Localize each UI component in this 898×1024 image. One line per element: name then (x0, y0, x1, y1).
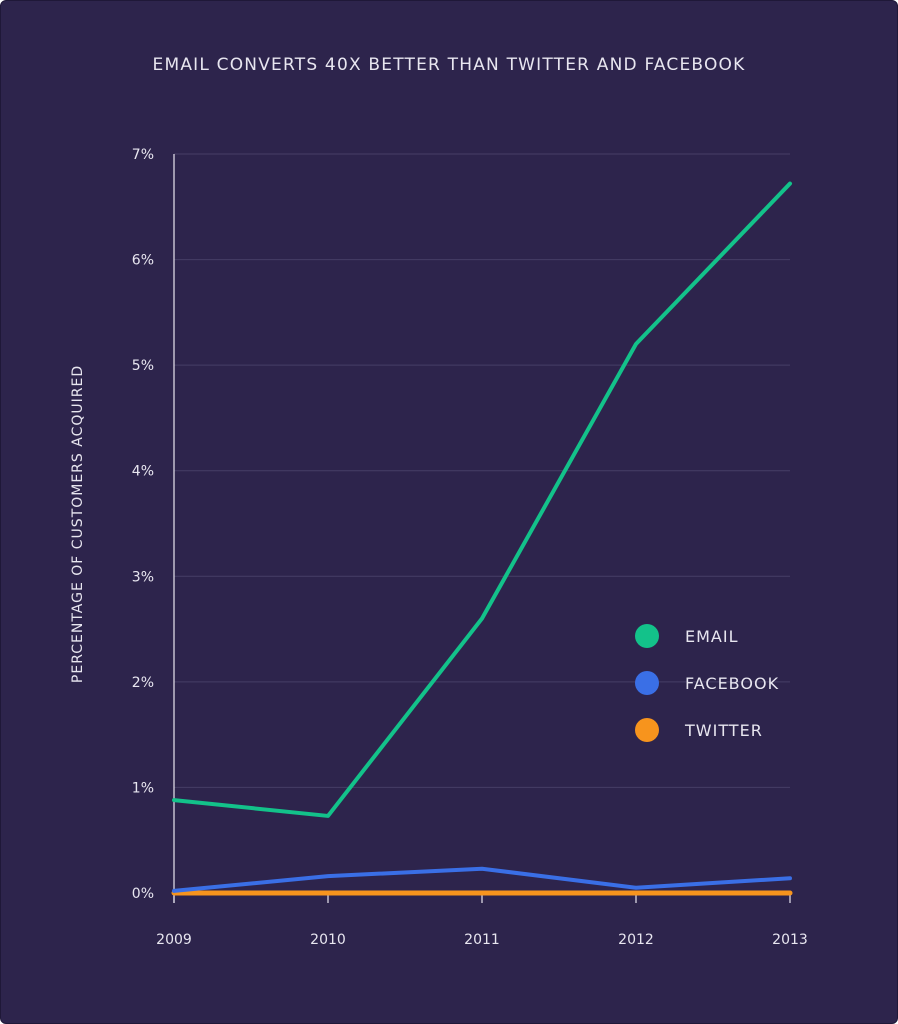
legend-label-email: EMAIL (685, 627, 739, 646)
y-tick-label: 1% (132, 780, 154, 796)
series-lines (171, 181, 793, 896)
chart-title: EMAIL CONVERTS 40X BETTER THAN TWITTER A… (152, 55, 746, 75)
legend-marker-email (635, 624, 659, 648)
legend-marker-twitter (635, 718, 659, 742)
tick-labels: 0% 1% 2% 3% 4% 5% 6% 7% 2009 2010 2011 2012 2013 (132, 147, 808, 948)
x-tick-label: 2010 (310, 932, 346, 948)
x-tick-label: 2012 (618, 932, 654, 948)
legend-label-facebook: FACEBOOK (685, 674, 779, 693)
legend: EMAIL FACEBOOK TWITTER (635, 624, 779, 742)
y-tick-label: 3% (132, 569, 154, 585)
y-tick-label: 5% (132, 358, 154, 374)
y-tick-label: 4% (132, 464, 154, 480)
x-tick-label: 2009 (156, 932, 192, 948)
axes (173, 154, 791, 903)
series-line-email (172, 181, 792, 818)
y-axis-title: PERCENTAGE OF CUSTOMERS ACQUIRED (70, 365, 86, 683)
x-tick-label: 2011 (464, 932, 500, 948)
y-tick-label: 7% (132, 147, 154, 163)
series-line-facebook (172, 866, 792, 893)
y-tick-label: 2% (132, 675, 154, 691)
x-tick-label: 2013 (772, 932, 808, 948)
legend-label-twitter: TWITTER (684, 721, 763, 740)
y-tick-label: 0% (132, 886, 154, 902)
y-tick-label: 6% (132, 253, 154, 269)
grid-lines (174, 153, 790, 788)
legend-marker-facebook (635, 671, 659, 695)
